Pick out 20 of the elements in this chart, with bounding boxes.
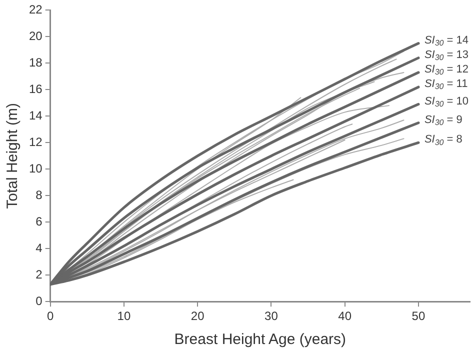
y-tick-label: 14 bbox=[28, 108, 43, 122]
y-tick-label: 18 bbox=[28, 55, 43, 70]
y-tick-label: 22 bbox=[28, 2, 43, 17]
x-tick-label: 40 bbox=[338, 309, 352, 324]
y-tick-label: 6 bbox=[36, 214, 43, 228]
y-axis-title: Total Height (m) bbox=[4, 102, 22, 209]
y-tick-label: 4 bbox=[36, 240, 43, 255]
y-tick-label: 12 bbox=[28, 134, 43, 149]
y-tick-label: 0 bbox=[36, 294, 43, 308]
x-tick-label: 50 bbox=[412, 309, 426, 324]
x-axis-title: Breast Height Age (years) bbox=[174, 331, 346, 348]
y-tick-label: 2 bbox=[36, 267, 43, 282]
y-tick-label: 20 bbox=[28, 29, 43, 44]
y-tick-label: 8 bbox=[36, 188, 43, 202]
x-tick-label: 30 bbox=[264, 309, 278, 324]
x-tick-label: 0 bbox=[47, 309, 54, 324]
x-tick-label: 20 bbox=[190, 309, 205, 324]
y-tick-label: 16 bbox=[28, 82, 43, 96]
x-tick-label: 10 bbox=[117, 309, 131, 324]
y-tick-label: 10 bbox=[28, 161, 43, 176]
